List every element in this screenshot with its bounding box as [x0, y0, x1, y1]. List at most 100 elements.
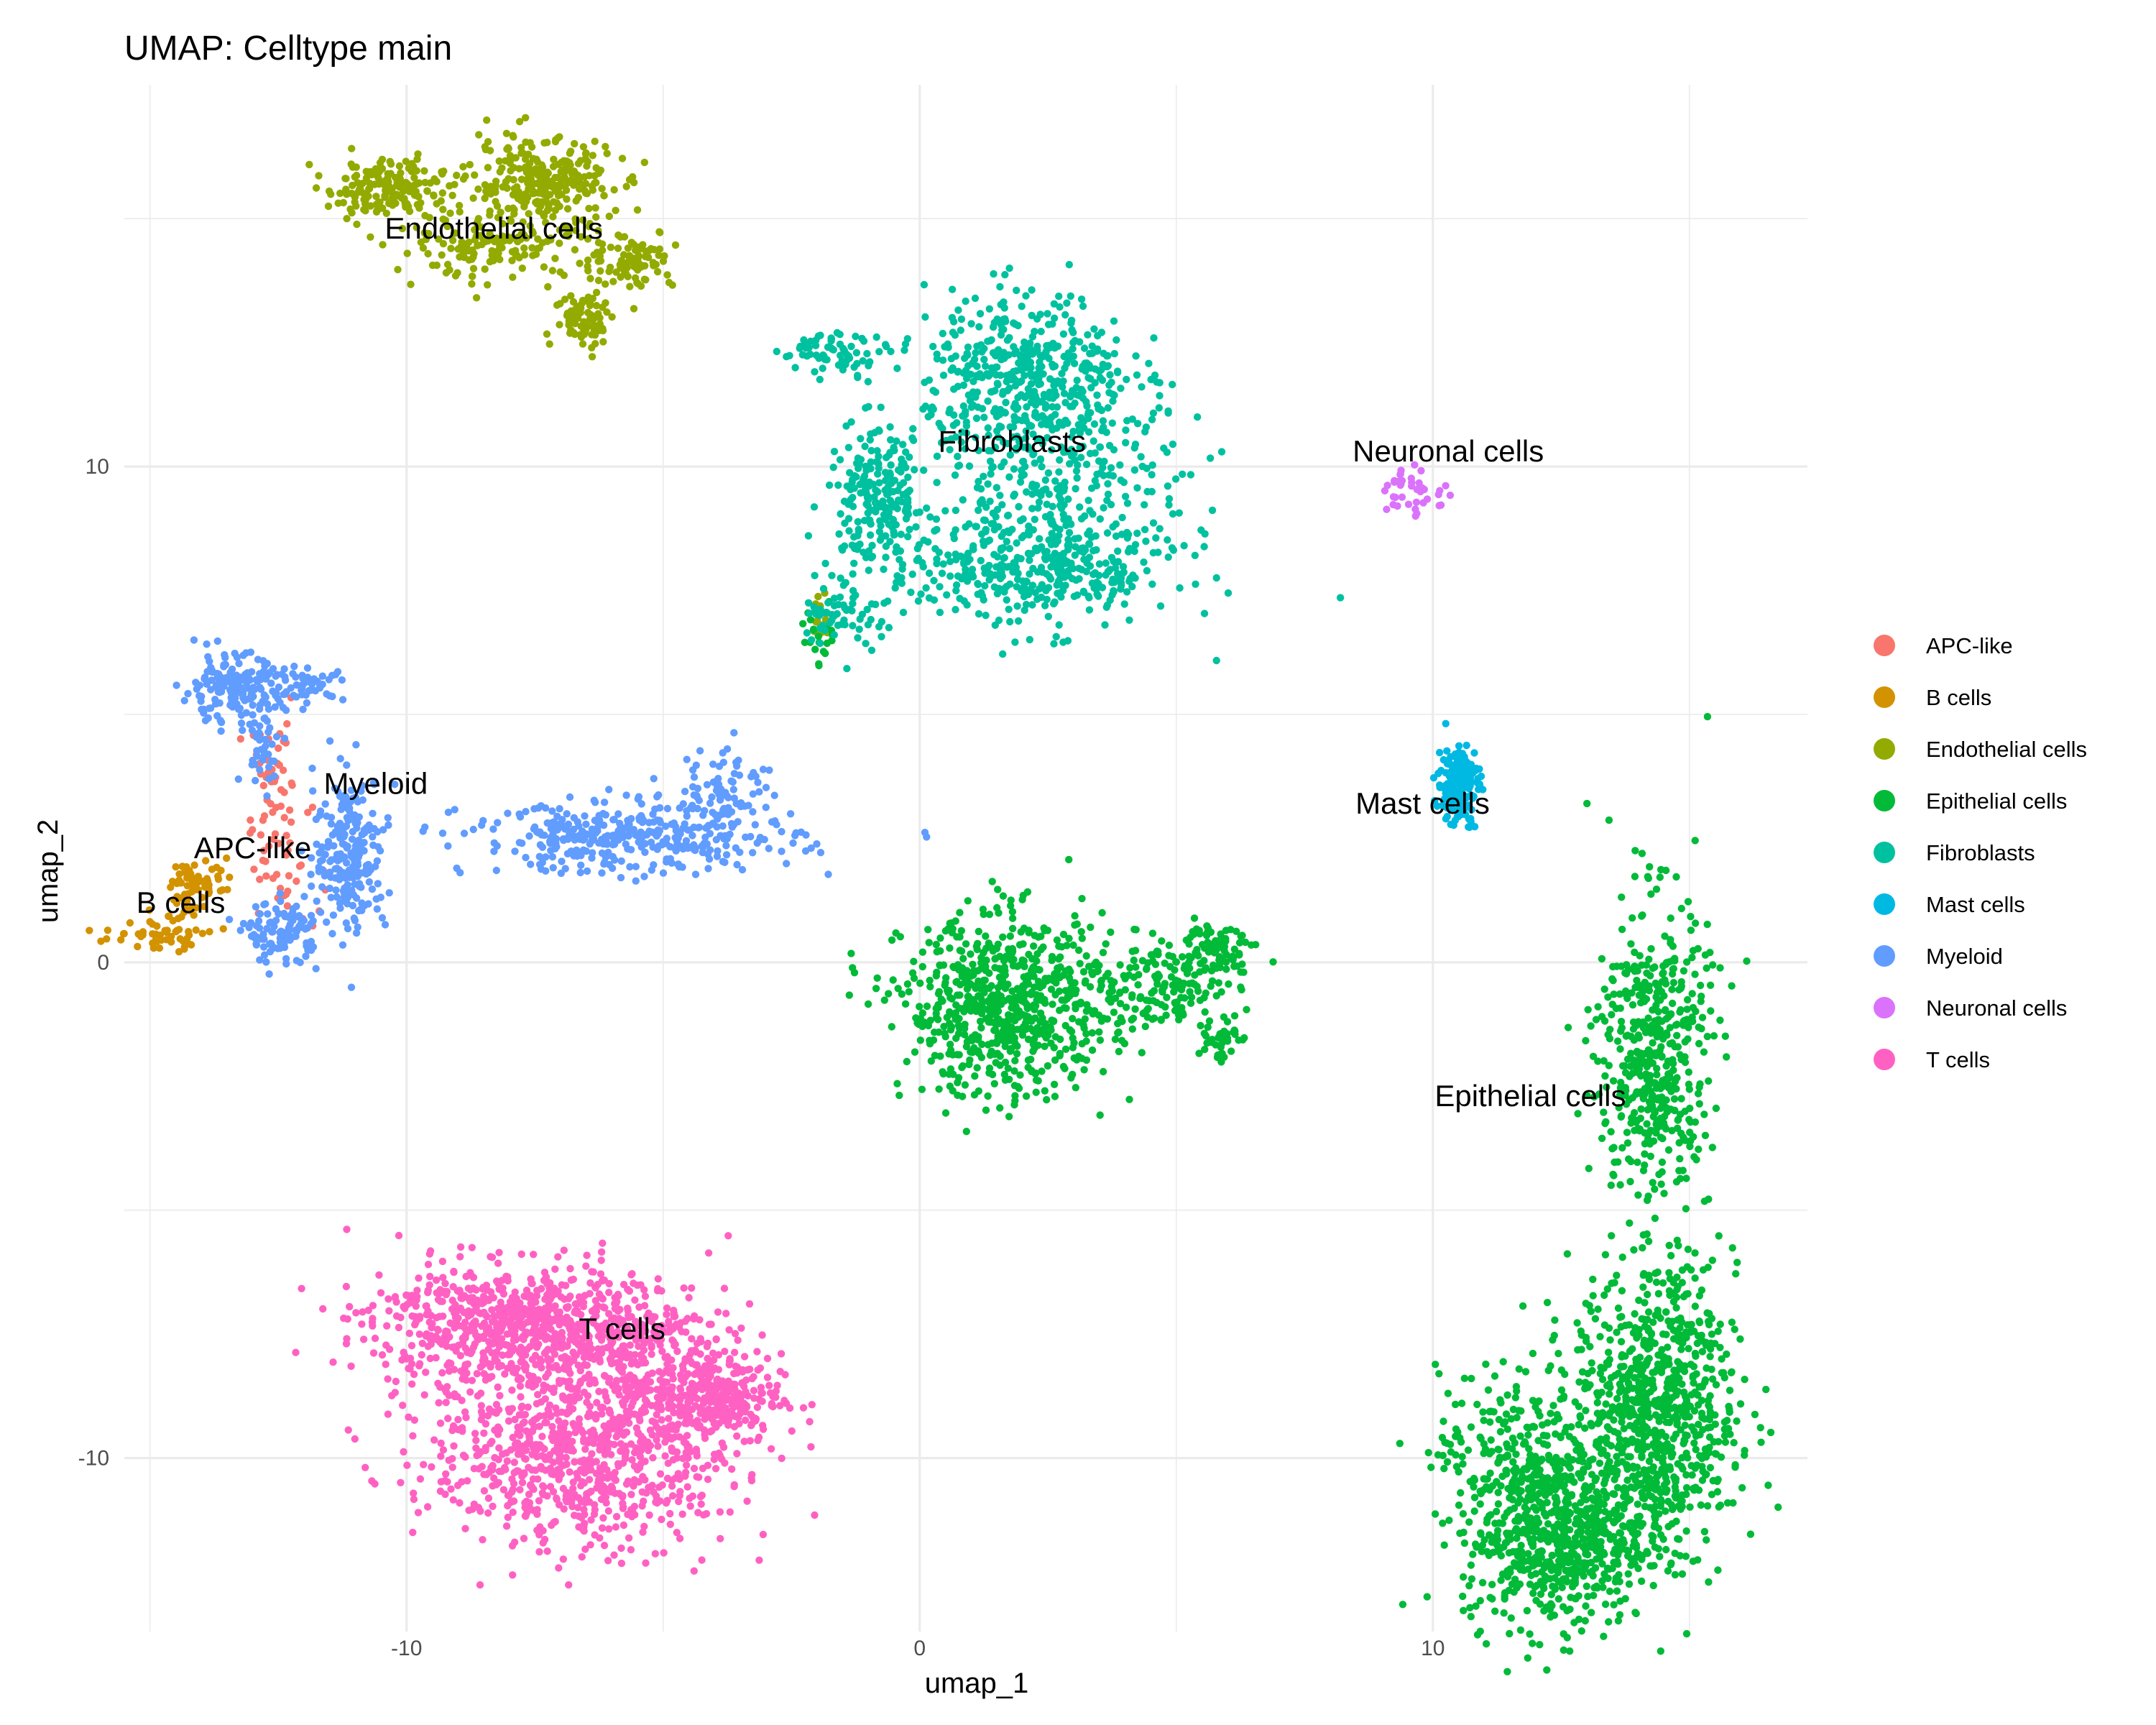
data-point-epithelial-cells [1602, 1400, 1610, 1408]
data-point-epithelial-cells [1094, 967, 1102, 975]
data-point-fibroblasts [1044, 310, 1051, 318]
data-point-epithelial-cells [1644, 1549, 1651, 1558]
data-point-endothelial-cells [474, 185, 482, 193]
data-point-endothelial-cells [397, 169, 405, 177]
data-point-endothelial-cells [637, 261, 645, 270]
data-point-fibroblasts [1094, 331, 1102, 340]
data-point-epithelial-cells [946, 944, 954, 952]
data-point-endothelial-cells [520, 251, 529, 259]
data-point-epithelial-cells [1131, 947, 1140, 954]
data-point-epithelial-cells [1674, 1366, 1683, 1374]
data-point-endothelial-cells [471, 236, 479, 244]
data-point-fibroblasts [1112, 336, 1120, 344]
data-point-epithelial-cells [1553, 1411, 1561, 1419]
data-point-epithelial-cells [1578, 1458, 1587, 1466]
data-point-epithelial-cells [1683, 1432, 1691, 1440]
data-point-epithelial-cells [969, 967, 978, 975]
data-point-endothelial-cells [424, 249, 432, 258]
data-point-epithelial-cells [1514, 1517, 1522, 1525]
data-point-apc-like [256, 875, 264, 883]
data-point-epithelial-cells [1181, 994, 1189, 1002]
data-point-epithelial-cells [1663, 1478, 1671, 1486]
data-point-epithelial-cells [1730, 1439, 1738, 1447]
data-point-endothelial-cells [483, 116, 491, 124]
data-point-epithelial-cells [948, 995, 956, 1003]
data-point-epithelial-cells [1098, 908, 1106, 917]
data-point-endothelial-cells [451, 272, 460, 280]
data-point-endothelial-cells [448, 236, 457, 244]
data-point-epithelial-cells [1662, 1545, 1670, 1554]
data-point-epithelial-cells [1524, 1654, 1531, 1662]
data-point-endothelial-cells [518, 264, 526, 272]
data-point-endothelial-cells [634, 254, 642, 262]
data-point-fibroblasts [939, 372, 948, 380]
data-point-endothelial-cells [581, 187, 589, 195]
data-point-epithelial-cells [1634, 1513, 1641, 1521]
data-point-fibroblasts [1037, 593, 1046, 602]
data-point-endothelial-cells [548, 177, 556, 185]
data-point-epithelial-cells [1455, 1501, 1463, 1509]
data-point-epithelial-cells [1485, 1512, 1493, 1520]
data-point-epithelial-cells [1701, 1376, 1710, 1384]
data-point-epithelial-cells [1764, 1481, 1772, 1489]
data-point-epithelial-cells [1672, 1293, 1681, 1302]
data-point-epithelial-cells [994, 940, 1003, 949]
data-point-epithelial-cells [987, 982, 995, 990]
data-point-epithelial-cells [1027, 990, 1036, 998]
data-point-epithelial-cells [1444, 1389, 1452, 1397]
data-point-epithelial-cells [1014, 1082, 1022, 1091]
data-point-epithelial-cells [949, 1051, 957, 1059]
data-point-endothelial-cells [543, 198, 550, 206]
data-point-epithelial-cells [1657, 1647, 1664, 1655]
data-point-epithelial-cells [1427, 1463, 1435, 1471]
data-point-endothelial-cells [446, 182, 453, 190]
data-point-endothelial-cells [414, 193, 422, 201]
data-point-endothelial-cells [509, 132, 517, 139]
data-point-epithelial-cells [995, 909, 1003, 917]
data-point-epithelial-cells [932, 972, 941, 980]
data-point-epithelial-cells [984, 997, 992, 1006]
data-point-epithelial-cells [1623, 1546, 1631, 1554]
data-point-epithelial-cells [960, 1031, 969, 1039]
data-point-epithelial-cells [1678, 1279, 1686, 1287]
data-point-epithelial-cells [1029, 1027, 1037, 1036]
data-point-fibroblasts [986, 336, 995, 345]
data-point-epithelial-cells [1011, 1092, 1019, 1100]
data-point-fibroblasts [1067, 292, 1075, 300]
data-point-epithelial-cells [1677, 904, 1685, 913]
data-point-epithelial-cells [1726, 1386, 1734, 1394]
data-point-endothelial-cells [469, 194, 477, 202]
data-point-epithelial-cells [1459, 1510, 1468, 1518]
data-point-epithelial-cells [1611, 1279, 1618, 1287]
data-point-epithelial-cells [1120, 972, 1128, 980]
data-point-epithelial-cells [1628, 1528, 1636, 1537]
data-point-fibroblasts [1077, 295, 1086, 303]
data-point-epithelial-cells [1544, 1538, 1552, 1546]
data-point-epithelial-cells [1682, 1527, 1690, 1535]
data-point-epithelial-cells [1662, 1308, 1670, 1316]
data-point-epithelial-cells [1774, 1503, 1782, 1512]
data-point-endothelial-cells [414, 150, 422, 158]
data-point-fibroblasts [849, 476, 857, 484]
data-point-epithelial-cells [918, 1085, 926, 1093]
data-point-epithelial-cells [1606, 1390, 1613, 1398]
data-point-fibroblasts [1143, 566, 1151, 575]
data-point-fibroblasts [880, 565, 888, 574]
data-point-fibroblasts [1023, 403, 1031, 411]
data-point-epithelial-cells [1038, 1067, 1046, 1075]
data-point-epithelial-cells [1611, 1517, 1620, 1524]
data-point-fibroblasts [886, 471, 895, 479]
data-point-epithelial-cells [1488, 1595, 1496, 1603]
data-point-endothelial-cells [425, 229, 433, 238]
data-point-epithelial-cells [1641, 1299, 1649, 1307]
data-point-epithelial-cells [1595, 1459, 1604, 1468]
data-point-fibroblasts [1021, 338, 1028, 346]
data-point-epithelial-cells [1591, 1504, 1599, 1512]
data-point-epithelial-cells [1513, 1583, 1521, 1592]
data-point-endothelial-cells [504, 233, 512, 241]
data-point-epithelial-cells [1644, 1356, 1651, 1364]
data-point-apc-like [246, 829, 254, 837]
data-point-epithelial-cells [1550, 1331, 1558, 1340]
data-point-apc-like [272, 870, 281, 878]
data-point-b-cells [155, 944, 164, 952]
